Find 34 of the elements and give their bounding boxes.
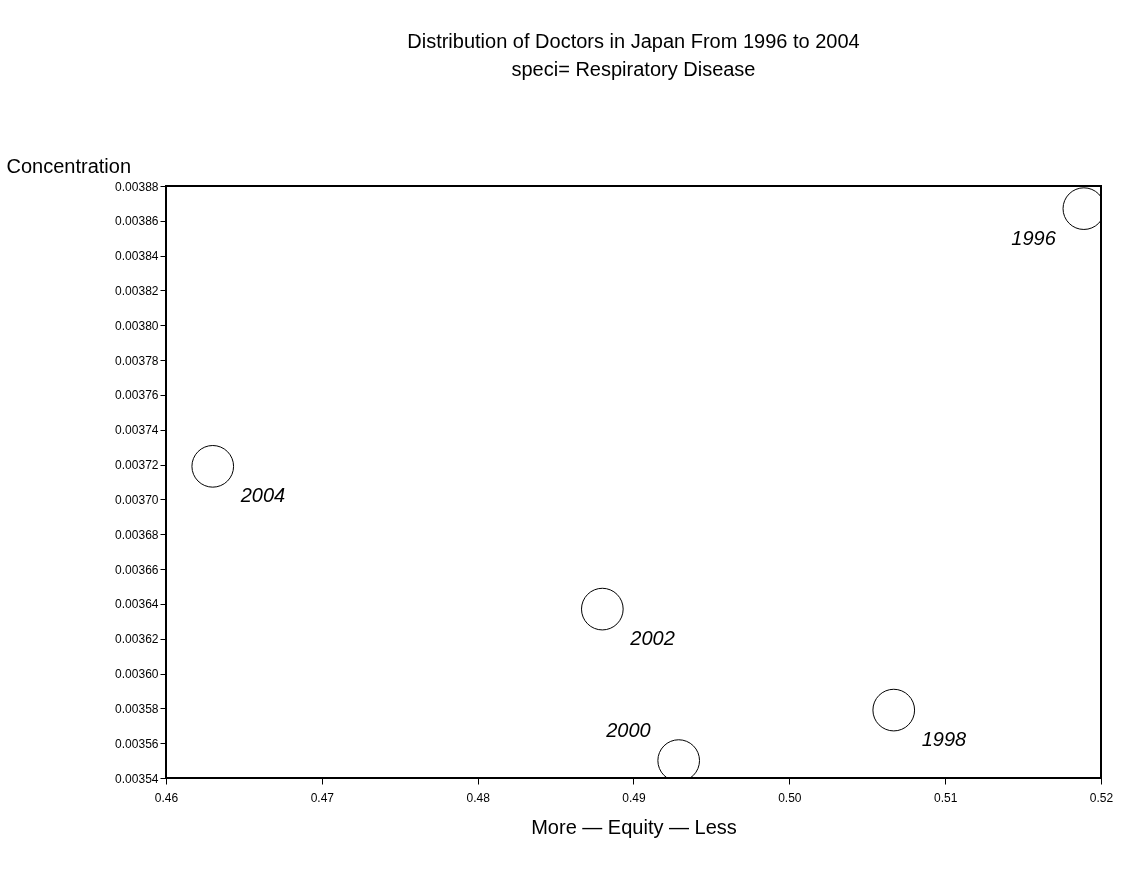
x-tick-label: 0.49 <box>622 790 646 805</box>
annotation: 1998 <box>921 728 967 751</box>
y-tick-label: 0.00358 <box>115 701 159 716</box>
annotation: 2002 <box>629 627 675 650</box>
y-tick-label: 0.00360 <box>115 667 159 682</box>
y-tick-label: 0.00388 <box>115 179 159 194</box>
x-tick-label: 0.46 <box>154 790 179 805</box>
y-tick-label: 0.00382 <box>115 283 159 298</box>
y-tick-label: 0.00386 <box>115 214 159 229</box>
annotation: 2000 <box>605 718 651 741</box>
annotation: 1996 <box>1011 226 1057 249</box>
x-tick-label: 0.50 <box>778 790 802 805</box>
x-tick-label: 0.47 <box>310 790 335 805</box>
x-tick-label: 0.51 <box>933 790 958 805</box>
chart-subtitle: speci= Respiratory Disease <box>511 58 756 80</box>
y-tick-label: 0.00362 <box>115 632 159 647</box>
x-tick-label: 0.52 <box>1089 790 1114 805</box>
y-tick-label: 0.00354 <box>115 771 159 786</box>
y-tick-label: 0.00356 <box>115 736 159 751</box>
y-tick-label: 0.00368 <box>115 527 159 542</box>
y-tick-label: 0.00372 <box>115 458 159 473</box>
y-tick-label: 0.00370 <box>115 492 159 507</box>
x-tick-label: 0.48 <box>466 790 491 805</box>
annotation: 2004 <box>239 484 286 507</box>
y-tick-label: 0.00376 <box>115 388 159 403</box>
y-tick-label: 0.00374 <box>115 423 159 438</box>
chart-title: Distribution of Doctors in Japan From 1996 to 2004 <box>407 30 860 52</box>
x-axis-title: More — Equity — Less <box>531 815 737 838</box>
y-axis-title: Concentration <box>6 154 132 177</box>
y-tick-label: 0.00380 <box>115 318 159 333</box>
y-tick-label: 0.00378 <box>115 353 159 368</box>
y-tick-label: 0.00364 <box>115 597 159 612</box>
y-tick-label: 0.00366 <box>115 562 159 577</box>
y-tick-label: 0.00384 <box>115 249 159 264</box>
